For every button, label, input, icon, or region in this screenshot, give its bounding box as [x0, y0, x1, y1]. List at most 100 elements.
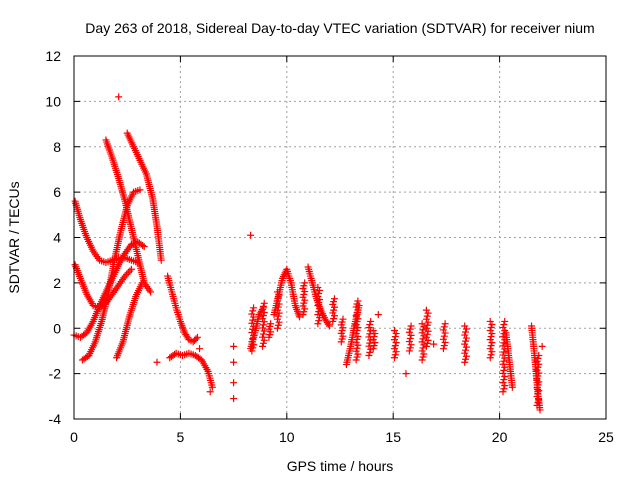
data-point — [140, 243, 148, 251]
data-point — [423, 321, 431, 329]
data-point — [353, 344, 361, 352]
data-point — [324, 320, 332, 328]
data-point — [487, 333, 495, 341]
data-point — [259, 333, 267, 341]
data-point — [249, 316, 257, 324]
data-point — [314, 302, 322, 310]
data-point — [424, 318, 432, 326]
data-point — [315, 308, 323, 316]
data-point — [439, 345, 447, 353]
data-point — [147, 288, 155, 296]
data-point — [535, 351, 543, 359]
data-point — [419, 353, 427, 361]
data-point — [499, 379, 507, 387]
data-point — [487, 351, 495, 359]
data-point — [533, 384, 541, 392]
data-point — [462, 352, 470, 360]
data-point — [330, 295, 338, 303]
data-point — [369, 345, 377, 353]
data-point — [353, 335, 361, 343]
chart-title: Day 263 of 2018, Sidereal Day-to-day VTE… — [85, 20, 594, 36]
data-point — [418, 356, 426, 364]
data-point — [354, 315, 362, 323]
data-points — [70, 93, 546, 414]
data-point — [418, 347, 426, 355]
data-point — [354, 341, 362, 349]
data-point — [275, 291, 283, 299]
x-tick-label: 20 — [492, 429, 508, 445]
data-point — [352, 303, 360, 311]
data-point — [392, 330, 400, 338]
data-point — [440, 323, 448, 331]
data-point — [419, 344, 427, 352]
data-point — [538, 342, 546, 350]
data-point — [390, 354, 398, 362]
data-point — [430, 340, 438, 348]
data-point — [406, 334, 414, 342]
data-point — [461, 358, 469, 366]
data-point — [462, 334, 470, 342]
data-point — [248, 328, 256, 336]
data-point — [273, 297, 281, 305]
data-point — [391, 342, 399, 350]
data-point — [260, 309, 268, 317]
data-point — [260, 318, 268, 326]
data-point — [352, 321, 360, 329]
data-point — [424, 327, 432, 335]
data-point — [193, 333, 201, 341]
data-point — [499, 342, 507, 350]
data-point — [390, 336, 398, 344]
data-point — [273, 324, 281, 332]
data-point — [315, 317, 323, 325]
data-point — [260, 327, 268, 335]
data-point — [316, 296, 324, 304]
data-point — [422, 306, 430, 314]
data-point — [500, 357, 508, 365]
data-point — [488, 330, 496, 338]
data-point — [499, 360, 507, 368]
data-point — [423, 330, 431, 338]
data-point — [369, 327, 377, 335]
data-point — [536, 406, 544, 414]
data-point — [418, 329, 426, 337]
data-point — [501, 354, 509, 362]
data-point — [533, 393, 541, 401]
data-point — [316, 286, 324, 294]
data-point — [462, 343, 470, 351]
data-point — [365, 324, 373, 332]
data-point — [192, 335, 200, 343]
data-point — [275, 300, 283, 308]
data-point — [353, 318, 361, 326]
data-point — [487, 323, 495, 331]
data-point — [370, 333, 378, 341]
data-point — [488, 348, 496, 356]
data-point — [248, 319, 256, 327]
data-point — [354, 324, 362, 332]
data-point — [127, 265, 135, 273]
data-point — [390, 345, 398, 353]
data-point — [392, 348, 400, 356]
data-point — [424, 336, 432, 344]
data-point — [499, 369, 507, 377]
data-point — [259, 305, 267, 313]
data-point — [352, 312, 360, 320]
y-tick-label: 8 — [53, 139, 61, 155]
data-point — [249, 325, 257, 333]
data-point — [274, 294, 282, 302]
data-point — [250, 322, 258, 330]
data-point — [418, 338, 426, 346]
data-point — [274, 312, 282, 320]
data-point — [405, 328, 413, 336]
data-point — [365, 351, 373, 359]
data-point — [462, 355, 470, 363]
data-point — [501, 327, 509, 335]
data-point — [353, 327, 361, 335]
data-point — [315, 299, 323, 307]
data-point — [248, 338, 256, 346]
data-point — [501, 336, 509, 344]
data-point — [206, 388, 214, 396]
data-point — [390, 327, 398, 335]
data-point — [422, 342, 430, 350]
